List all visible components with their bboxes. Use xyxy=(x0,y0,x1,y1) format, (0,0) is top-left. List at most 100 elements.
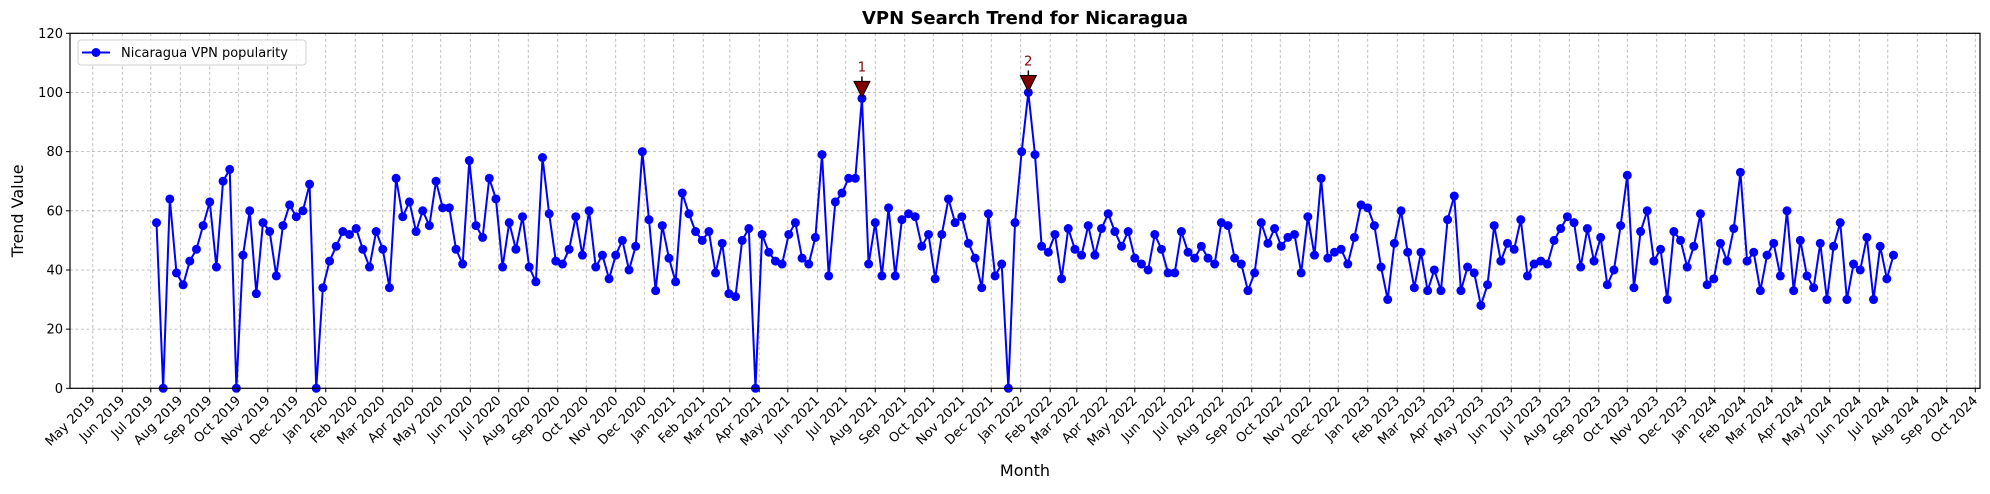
data-point xyxy=(611,250,621,260)
data-point xyxy=(711,268,721,278)
data-point xyxy=(1629,283,1639,293)
data-point xyxy=(1483,280,1493,290)
annotation-label: 2 xyxy=(1024,54,1032,69)
data-point xyxy=(1702,280,1712,290)
data-point xyxy=(1376,262,1386,272)
data-point xyxy=(1210,259,1220,269)
data-point xyxy=(1729,224,1739,234)
data-point xyxy=(1476,300,1486,310)
y-tick-label: 80 xyxy=(46,145,63,160)
data-point xyxy=(1396,206,1406,216)
data-point xyxy=(1190,253,1200,263)
data-point xyxy=(877,271,887,281)
data-point xyxy=(1809,283,1819,293)
data-point xyxy=(364,262,374,272)
data-point xyxy=(464,156,474,166)
data-point xyxy=(345,229,355,239)
data-point xyxy=(1875,241,1885,251)
data-point xyxy=(291,212,301,222)
data-point xyxy=(797,253,807,263)
legend-box xyxy=(77,39,307,66)
data-point xyxy=(484,173,494,183)
data-point xyxy=(644,215,654,225)
data-point xyxy=(1303,212,1313,222)
data-point xyxy=(997,259,1007,269)
data-point xyxy=(1616,221,1626,231)
data-point xyxy=(371,227,381,237)
data-point xyxy=(171,268,181,278)
data-point xyxy=(1742,256,1752,266)
y-tick-label: 0 xyxy=(55,382,63,397)
data-point xyxy=(251,289,261,299)
data-point xyxy=(1676,235,1686,245)
data-point xyxy=(1469,268,1479,278)
data-point xyxy=(1183,247,1193,257)
data-point xyxy=(1795,235,1805,245)
data-point xyxy=(1176,227,1186,237)
data-point xyxy=(757,229,767,239)
data-point xyxy=(1649,256,1659,266)
data-point xyxy=(1256,218,1266,228)
data-point xyxy=(424,221,434,231)
data-point xyxy=(298,206,308,216)
data-point xyxy=(1842,295,1852,305)
data-point xyxy=(305,179,315,189)
data-point xyxy=(1755,286,1765,296)
data-point xyxy=(1236,259,1246,269)
data-point xyxy=(538,153,548,163)
y-tick-label: 120 xyxy=(38,27,63,42)
data-point xyxy=(930,274,940,284)
annotation-label: 1 xyxy=(858,60,866,75)
data-point xyxy=(1789,286,1799,296)
data-point xyxy=(1582,224,1592,234)
data-point xyxy=(1097,224,1107,234)
data-point xyxy=(1436,286,1446,296)
data-point xyxy=(418,206,428,216)
y-tick-label: 100 xyxy=(38,86,63,101)
annotation-arrow-icon xyxy=(853,80,871,99)
data-point xyxy=(810,232,820,242)
data-point xyxy=(664,253,674,263)
data-point xyxy=(1077,250,1087,260)
data-point xyxy=(544,209,554,219)
data-point xyxy=(1709,274,1719,284)
data-point xyxy=(1762,250,1772,260)
data-point xyxy=(737,235,747,245)
data-point xyxy=(1090,250,1100,260)
data-point xyxy=(1276,241,1286,251)
data-point xyxy=(1309,250,1319,260)
data-point xyxy=(1150,229,1160,239)
data-point xyxy=(444,203,454,213)
data-point xyxy=(404,197,414,207)
data-point xyxy=(577,250,587,260)
data-point xyxy=(790,218,800,228)
data-point xyxy=(1143,265,1153,275)
data-point xyxy=(1815,238,1825,248)
data-point xyxy=(1203,253,1213,263)
data-point xyxy=(518,212,528,222)
data-point xyxy=(1156,244,1166,254)
data-point xyxy=(351,224,361,234)
data-point xyxy=(1223,221,1233,231)
data-point xyxy=(278,221,288,231)
data-point xyxy=(411,227,421,237)
data-point xyxy=(1230,253,1240,263)
data-point xyxy=(285,200,295,210)
data-point xyxy=(950,218,960,228)
data-point xyxy=(1656,244,1666,254)
data-point xyxy=(817,150,827,160)
data-point xyxy=(1110,227,1120,237)
data-point xyxy=(591,262,601,272)
data-point xyxy=(1443,215,1453,225)
data-point xyxy=(1669,227,1679,237)
data-point xyxy=(152,218,162,228)
data-point xyxy=(617,235,627,245)
data-point xyxy=(924,229,934,239)
legend-marker-swatch xyxy=(91,48,101,57)
data-point xyxy=(963,238,973,248)
data-point xyxy=(584,206,594,216)
data-point xyxy=(1722,256,1732,266)
